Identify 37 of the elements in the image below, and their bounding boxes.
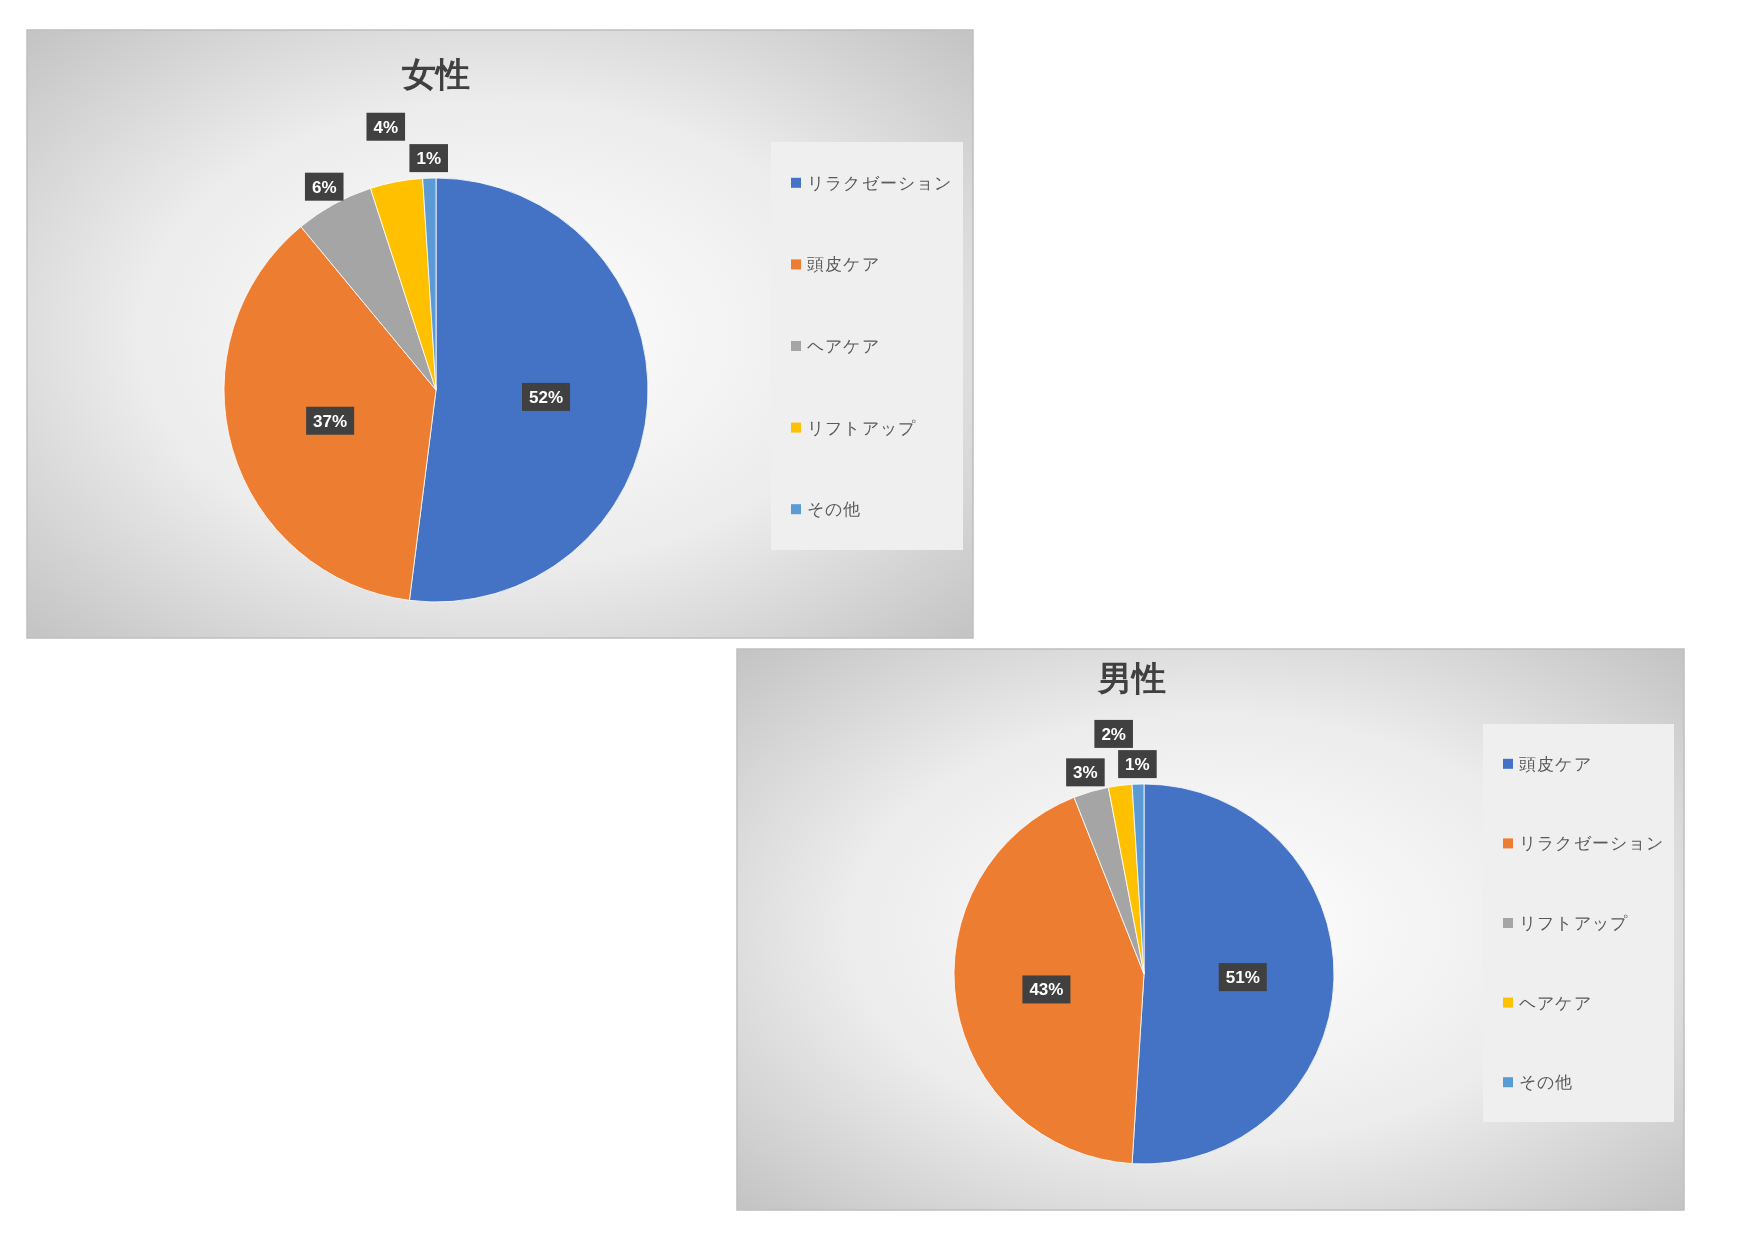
legend-item: その他	[1503, 1073, 1574, 1093]
data-label: 1%	[1118, 750, 1157, 779]
data-label: 2%	[1101, 724, 1126, 744]
legend-item: リラクゼーション	[791, 173, 953, 193]
data-label: 37%	[313, 411, 348, 431]
legend-label: 頭皮ケア	[807, 255, 880, 275]
legend-label: ヘアケア	[807, 337, 880, 356]
legend-item: その他	[791, 500, 862, 520]
data-label: 51%	[1225, 968, 1260, 988]
data-label: 3%	[1073, 763, 1098, 783]
data-label: 3%	[1066, 758, 1105, 787]
data-label: 43%	[1029, 980, 1064, 1000]
legend-item: 頭皮ケア	[791, 255, 880, 275]
legend-item: 頭皮ケア	[1503, 754, 1592, 774]
data-label: 1%	[409, 144, 448, 173]
data-label: 52%	[529, 387, 564, 407]
chart-title: 女性	[401, 55, 470, 93]
legend-label: その他	[807, 500, 862, 520]
data-label: 6%	[311, 177, 337, 197]
data-label: 51%	[1218, 963, 1267, 992]
data-label: 52%	[522, 382, 571, 411]
data-label: 4%	[373, 117, 399, 137]
legend-item: ヘアケア	[1503, 993, 1592, 1013]
data-label: 1%	[416, 149, 441, 169]
data-label: 4%	[366, 112, 406, 141]
legend-item: ヘアケア	[791, 337, 880, 356]
legend-item: リラクゼーション	[1503, 834, 1665, 854]
data-label: 1%	[1125, 755, 1150, 775]
legend-label: ヘアケア	[1519, 993, 1592, 1013]
chart-title: 男性	[1097, 659, 1166, 697]
legend-label: 頭皮ケア	[1519, 754, 1592, 774]
data-label: 37%	[306, 406, 355, 435]
data-label: 2%	[1094, 719, 1133, 748]
data-label: 43%	[1022, 975, 1071, 1004]
legend-item: リフトアップ	[1503, 914, 1629, 933]
legend-item: リフトアップ	[791, 418, 917, 438]
legend-label: その他	[1519, 1073, 1574, 1093]
